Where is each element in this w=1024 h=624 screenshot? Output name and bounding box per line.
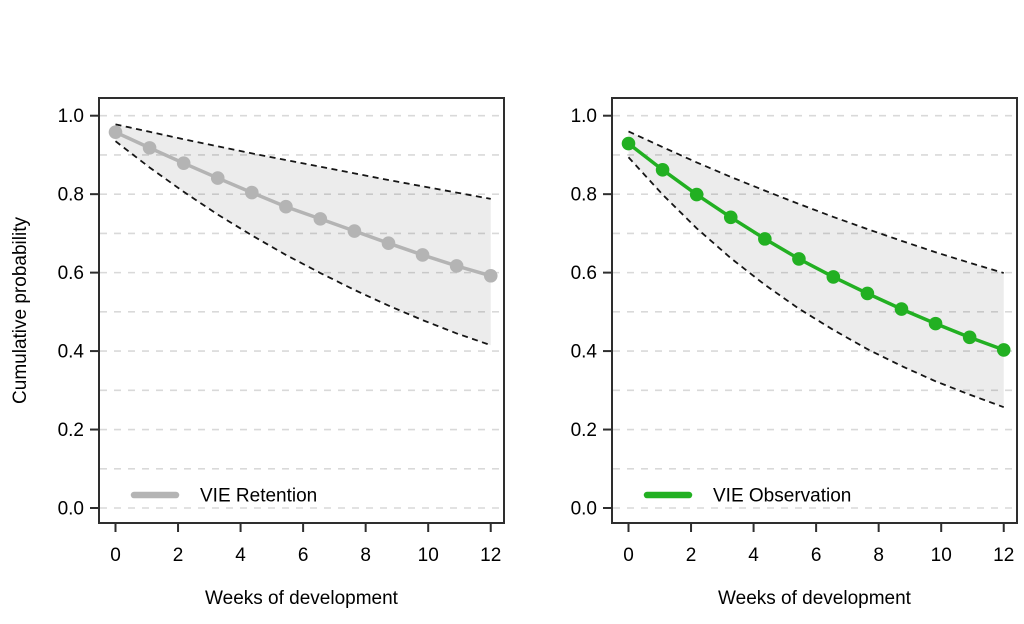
ci-lower-line <box>627 156 1005 409</box>
x-tick-label: 0 <box>623 545 634 566</box>
x-tick-label: 8 <box>873 545 884 566</box>
y-tick-label: 0.4 <box>58 342 85 363</box>
x-tick-label: 12 <box>480 545 501 566</box>
data-point-marker <box>415 248 430 262</box>
legend-label: VIE Retention <box>200 486 317 507</box>
data-point-marker <box>245 185 259 200</box>
data-point-marker <box>655 163 670 177</box>
x-axis-title: Weeks of development <box>205 588 399 609</box>
data-point-marker <box>449 259 464 273</box>
ci-upper-line <box>115 123 491 200</box>
data-point-marker <box>894 302 909 316</box>
plot-box <box>611 97 1018 524</box>
data-point-marker <box>962 330 977 345</box>
y-tick-label: 0.2 <box>58 420 84 441</box>
y-tick-label: 0.8 <box>58 185 84 206</box>
x-tick-label: 4 <box>235 545 246 566</box>
x-tick-label: 4 <box>748 545 759 566</box>
data-point-marker <box>108 125 123 139</box>
y-tick-label: 1.0 <box>571 106 597 127</box>
data-point-marker <box>928 316 943 331</box>
y-tick-label: 0.2 <box>571 420 597 441</box>
data-point-marker <box>313 212 328 226</box>
x-axis-title: Weeks of development <box>718 588 912 609</box>
y-tick-label: 0.0 <box>58 499 84 520</box>
data-point-marker <box>860 286 875 301</box>
data-point-marker <box>826 270 841 284</box>
x-tick-label: 10 <box>418 545 439 566</box>
data-point-marker <box>996 343 1011 357</box>
y-tick-label: 0.0 <box>571 499 597 520</box>
ci-region <box>115 124 491 346</box>
x-tick-label: 2 <box>173 545 184 566</box>
data-point-marker <box>689 187 704 202</box>
plot-box <box>98 97 505 524</box>
x-tick-label: 10 <box>931 545 952 566</box>
legend-label: VIE Observation <box>713 486 851 507</box>
y-tick-label: 0.8 <box>571 185 597 206</box>
x-tick-label: 12 <box>993 545 1014 566</box>
y-tick-label: 1.0 <box>58 106 84 127</box>
x-tick-label: 2 <box>686 545 697 566</box>
data-point-marker <box>381 236 396 250</box>
x-tick-label: 0 <box>110 545 121 566</box>
data-point-marker <box>176 156 191 170</box>
data-point-marker <box>210 171 225 185</box>
x-tick-label: 6 <box>298 545 309 566</box>
data-point-marker <box>758 232 772 246</box>
y-tick-label: 0.6 <box>58 263 84 284</box>
x-tick-label: 6 <box>811 545 822 566</box>
panel-0 <box>90 97 505 532</box>
data-point-marker <box>483 268 498 283</box>
data-point-marker <box>792 252 806 266</box>
y-tick-label: 0.4 <box>571 342 598 363</box>
panel-1 <box>603 97 1018 532</box>
data-point-marker <box>142 141 157 155</box>
data-point-marker <box>347 224 362 238</box>
x-tick-label: 8 <box>360 545 371 566</box>
ci-lower-line <box>114 140 492 347</box>
y-axis-title: Cumulative probability <box>10 217 31 404</box>
data-point-marker <box>279 199 293 214</box>
ci-upper-line <box>628 130 1004 274</box>
y-tick-label: 0.6 <box>571 263 597 284</box>
data-point-marker <box>621 136 636 151</box>
data-point-marker <box>723 210 738 225</box>
